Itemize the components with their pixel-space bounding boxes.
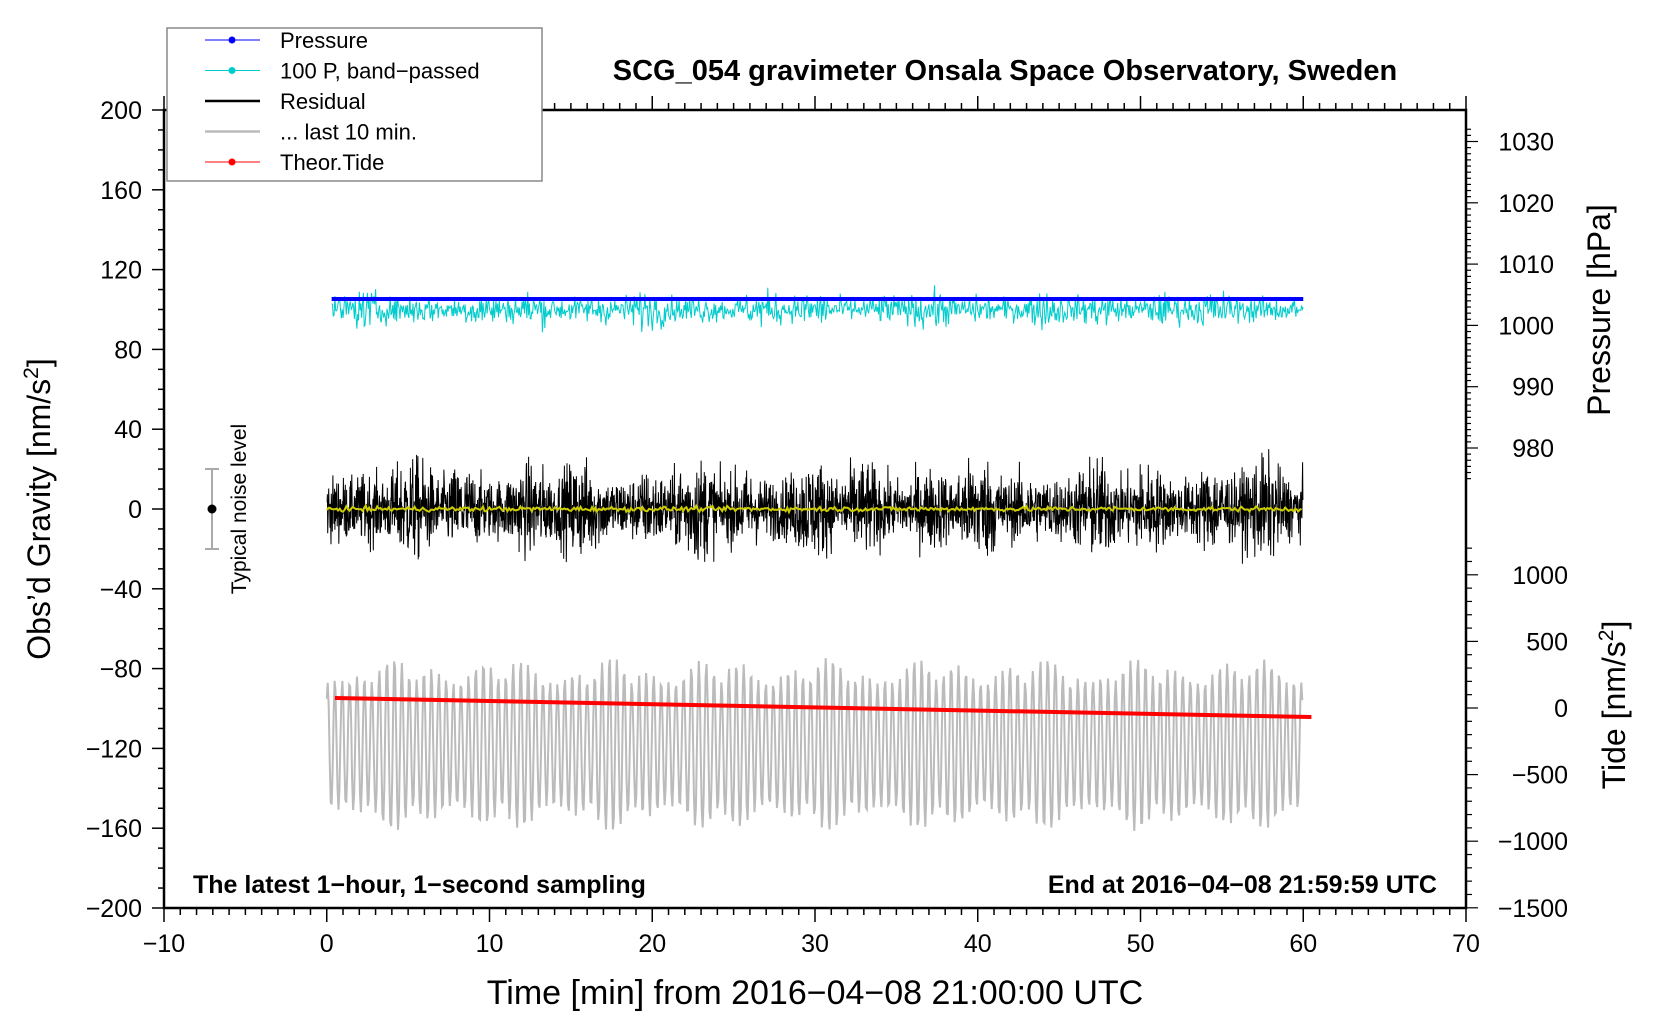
y-tick-label: −160 bbox=[86, 815, 142, 843]
y-tick-label: −200 bbox=[86, 895, 142, 923]
pressure-tick-label: 980 bbox=[1512, 435, 1554, 463]
noise-bar: Typical noise level bbox=[205, 424, 251, 594]
tide-tick-label: −500 bbox=[1512, 762, 1568, 790]
y-tick-label: 120 bbox=[100, 257, 142, 285]
x-tick-label: −10 bbox=[143, 930, 185, 958]
x-tick-label: 60 bbox=[1289, 930, 1317, 958]
legend-label: 100 P, band−passed bbox=[280, 59, 480, 84]
x-axis-label: Time [min] from 2016−04−08 21:00:00 UTC bbox=[487, 974, 1143, 1012]
legend-label: ... last 10 min. bbox=[280, 120, 417, 145]
y-tick-label: 200 bbox=[100, 97, 142, 125]
annotation-right: End at 2016−04−08 21:59:59 UTC bbox=[1048, 871, 1437, 899]
noise-bar-label: Typical noise level bbox=[228, 424, 251, 594]
y-tick-label: 0 bbox=[128, 496, 142, 524]
legend-marker bbox=[228, 158, 236, 166]
pressure-tick-label: 990 bbox=[1512, 374, 1554, 402]
legend-label: Theor.Tide bbox=[280, 150, 384, 175]
tide-tick-label: 1000 bbox=[1512, 562, 1568, 590]
x-tick-label: 40 bbox=[964, 930, 992, 958]
y-tick-label: 80 bbox=[114, 336, 142, 364]
legend: Pressure 100 P, band−passed Residual ... la… bbox=[166, 27, 543, 182]
series-tide bbox=[334, 696, 1312, 720]
tide-tick-label: −1500 bbox=[1498, 895, 1568, 923]
legend-box bbox=[166, 27, 543, 182]
legend-label: Residual bbox=[280, 89, 366, 114]
series-last-10-min bbox=[325, 658, 1304, 831]
y-axis-label: Obs’d Gravity [nm/s2] bbox=[20, 358, 57, 660]
series-residual bbox=[326, 449, 1304, 564]
pressure-axis-label: Pressure [hPa] bbox=[1581, 204, 1617, 416]
y-tick-label: −40 bbox=[100, 576, 142, 604]
legend-label: Pressure bbox=[280, 28, 368, 53]
y-tick-label: 160 bbox=[100, 177, 142, 205]
series-residual-smoothed bbox=[326, 503, 1303, 515]
legend-marker bbox=[228, 67, 236, 74]
tide-tick-label: 500 bbox=[1526, 628, 1568, 656]
x-tick-label: 20 bbox=[638, 930, 666, 958]
x-tick-label: 70 bbox=[1452, 930, 1480, 958]
series-band-passed bbox=[331, 285, 1304, 333]
pressure-tick-label: 1010 bbox=[1498, 251, 1554, 279]
x-tick-label: 30 bbox=[801, 930, 829, 958]
x-tick-label: 10 bbox=[476, 930, 504, 958]
pressure-tick-label: 1030 bbox=[1498, 129, 1554, 157]
legend-marker bbox=[228, 36, 236, 44]
y-tick-label: 40 bbox=[114, 416, 142, 444]
x-tick-label: 0 bbox=[320, 930, 334, 958]
x-tick-label: 50 bbox=[1127, 930, 1155, 958]
pressure-tick-label: 1020 bbox=[1498, 190, 1554, 218]
tide-tick-label: 0 bbox=[1554, 695, 1568, 723]
pressure-tick-label: 1000 bbox=[1498, 312, 1554, 340]
chart-title: SCG_054 gravimeter Onsala Space Observat… bbox=[613, 55, 1397, 87]
annotation-left: The latest 1−hour, 1−second sampling bbox=[193, 871, 646, 899]
tide-axis-label: Tide [nm/s2] bbox=[1595, 621, 1632, 790]
y-tick-label: −120 bbox=[86, 735, 142, 763]
tide-tick-label: −1000 bbox=[1498, 828, 1568, 856]
y-tick-label: −80 bbox=[100, 656, 142, 684]
noise-bar-dot bbox=[207, 504, 217, 514]
